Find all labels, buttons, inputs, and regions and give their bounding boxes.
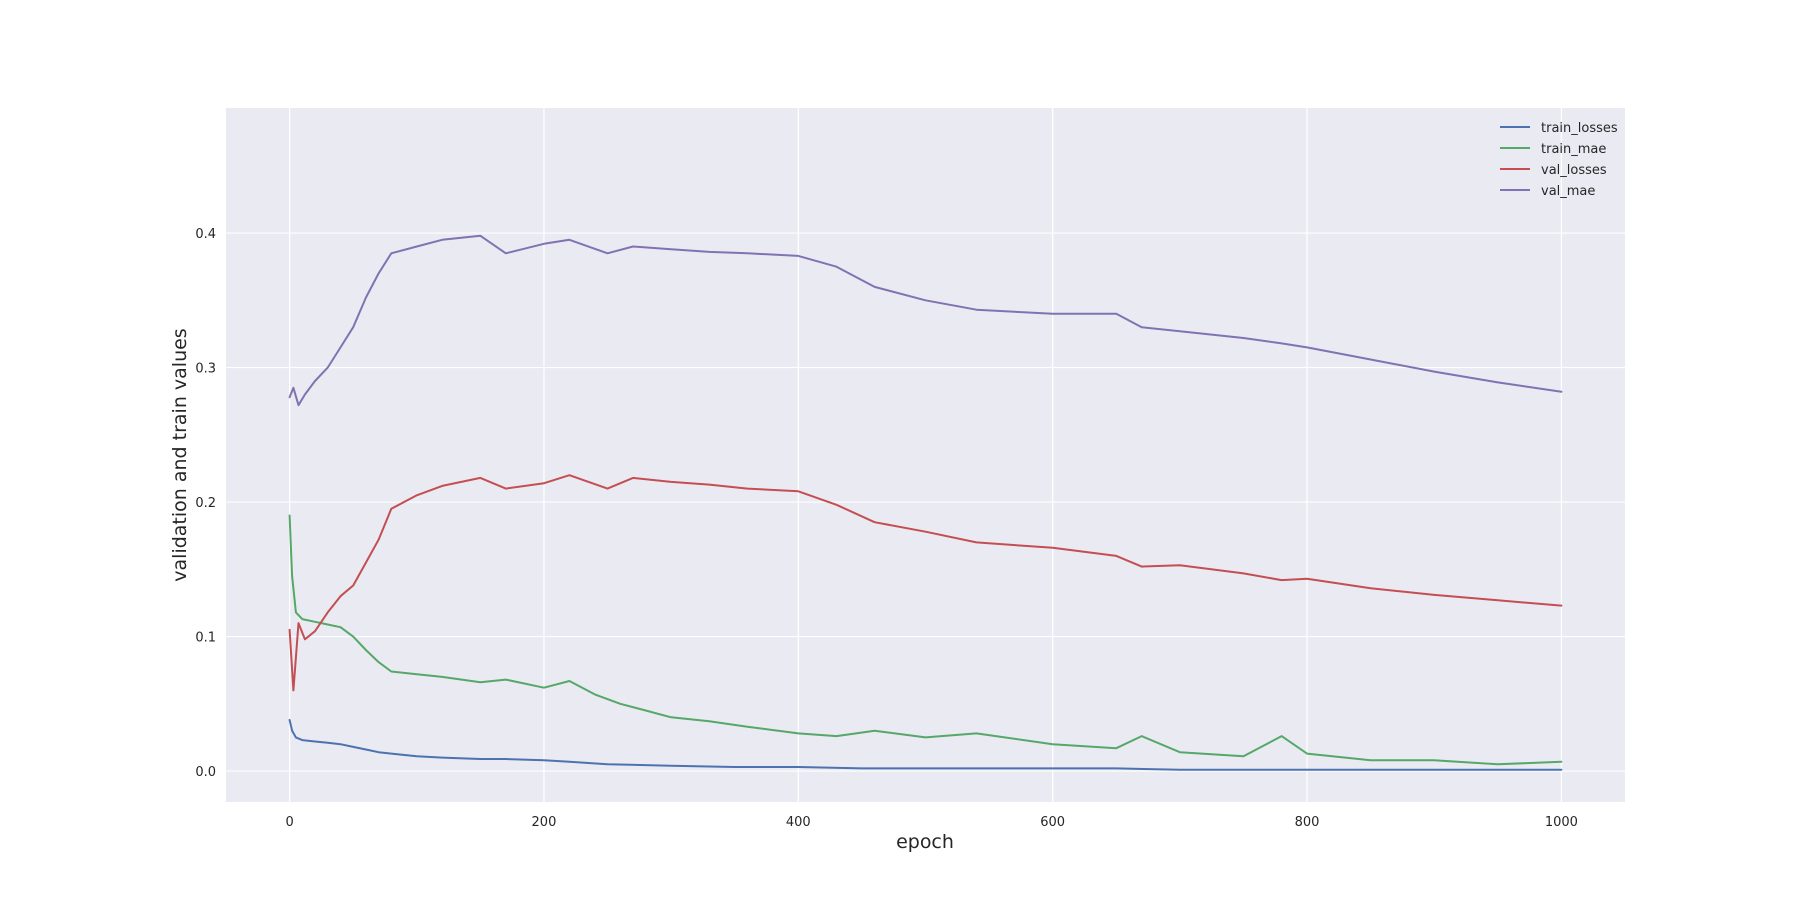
x-tick-label: 600 — [1040, 815, 1065, 830]
x-tick-label: 400 — [786, 815, 811, 830]
x-tick-label: 200 — [532, 815, 557, 830]
series-line-train-losses — [288, 719, 1563, 771]
plot-background — [226, 108, 1625, 802]
x-tick-label: 800 — [1295, 815, 1320, 830]
legend-label: train_losses — [1541, 121, 1618, 136]
y-tick-label: 0.4 — [195, 227, 216, 242]
legend-label: train_mae — [1541, 142, 1606, 157]
series-lines — [288, 234, 1563, 771]
x-tick-label: 0 — [285, 815, 293, 830]
series-line-train-mae — [288, 514, 1563, 766]
y-tick-label: 0.0 — [195, 765, 216, 780]
y-axis-label: validation and train values — [169, 328, 191, 581]
legend: train_losses train_mae val_losses val_mae — [1500, 121, 1618, 199]
x-tick-labels: 0 200 400 600 800 1000 — [285, 815, 1578, 830]
legend-label: val_mae — [1541, 184, 1595, 199]
x-tick-label: 1000 — [1545, 815, 1578, 830]
x-axis-label: epoch — [896, 831, 954, 853]
grid — [226, 108, 1625, 802]
series-line-val-losses — [288, 474, 1563, 692]
legend-label: val_losses — [1541, 163, 1607, 178]
series-line-val-mae — [288, 234, 1563, 407]
y-tick-label: 0.2 — [195, 496, 216, 511]
y-tick-label: 0.3 — [195, 362, 216, 377]
y-tick-labels: 0.0 0.1 0.2 0.3 0.4 — [195, 227, 216, 780]
y-tick-label: 0.1 — [195, 631, 216, 646]
